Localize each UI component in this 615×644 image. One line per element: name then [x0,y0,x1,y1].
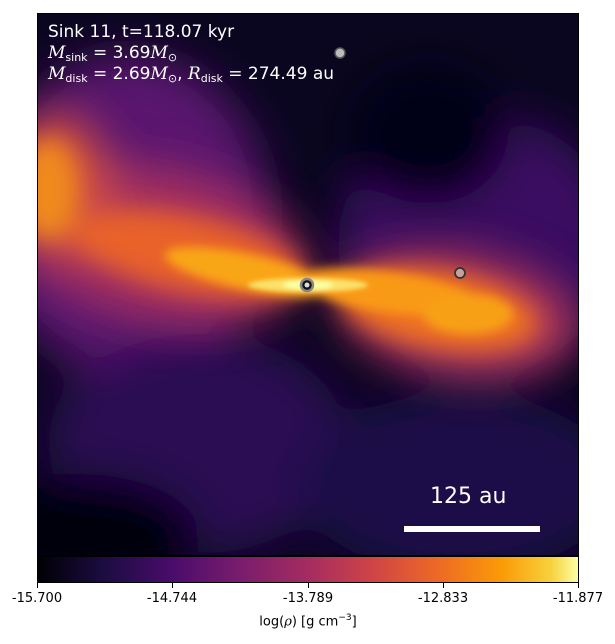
colorbar-tick-label: -11.877 [552,591,604,606]
disk-mass-unit-subscript: ⊙ [167,72,178,85]
colorbar-tick-label: -13.789 [282,591,334,606]
colorbar-tick [37,583,38,588]
sink-mass-subscript: sink [65,51,88,64]
sink-mass-value: = 3.69 [87,43,151,63]
disk-radius-value: = 274.49 au [222,64,335,84]
sink-title: Sink 11, t=118.07 kyr [48,22,235,42]
disk-mass-unit: M [150,64,168,84]
colorbar-tick [443,583,444,588]
sink-mass-symbol: M [48,43,66,63]
disk-radius-subscript: disk [200,72,223,85]
colorbar-tick [578,583,579,588]
sink-mass-unit-subscript: ⊙ [167,51,178,64]
disk-radius-symbol: R [187,64,201,84]
disk-mass-subscript: disk [65,72,88,85]
sink-mass-line: Msink = 3.69M⊙ [48,43,177,68]
scale-bar-label: 125 au [430,484,507,509]
disk-separator: , [177,64,188,84]
colorbar-label: log(ρ) [g cm−3] [259,613,357,630]
scale-bar [404,526,540,532]
colorbar-tick [172,583,173,588]
disk-mass-value: = 2.69 [87,64,151,84]
disk-mass-symbol: M [48,64,66,84]
colorbar-tick [308,583,309,588]
colorbar-tick-label: -15.700 [11,591,63,606]
disk-line: Mdisk = 2.69M⊙, Rdisk = 274.49 au [48,64,334,89]
colorbar-tick-label: -12.833 [417,591,469,606]
sink-mass-unit: M [150,43,168,63]
colorbar [37,556,579,583]
colorbar-tick-label: -14.744 [146,591,198,606]
sink-markers [299,47,466,293]
upper-sink-marker [334,47,346,59]
right-sink-marker [454,267,466,279]
density-map-panel: Sink 11, t=118.07 kyr Msink = 3.69M⊙ Mdi… [37,13,579,556]
density-map [38,14,578,555]
